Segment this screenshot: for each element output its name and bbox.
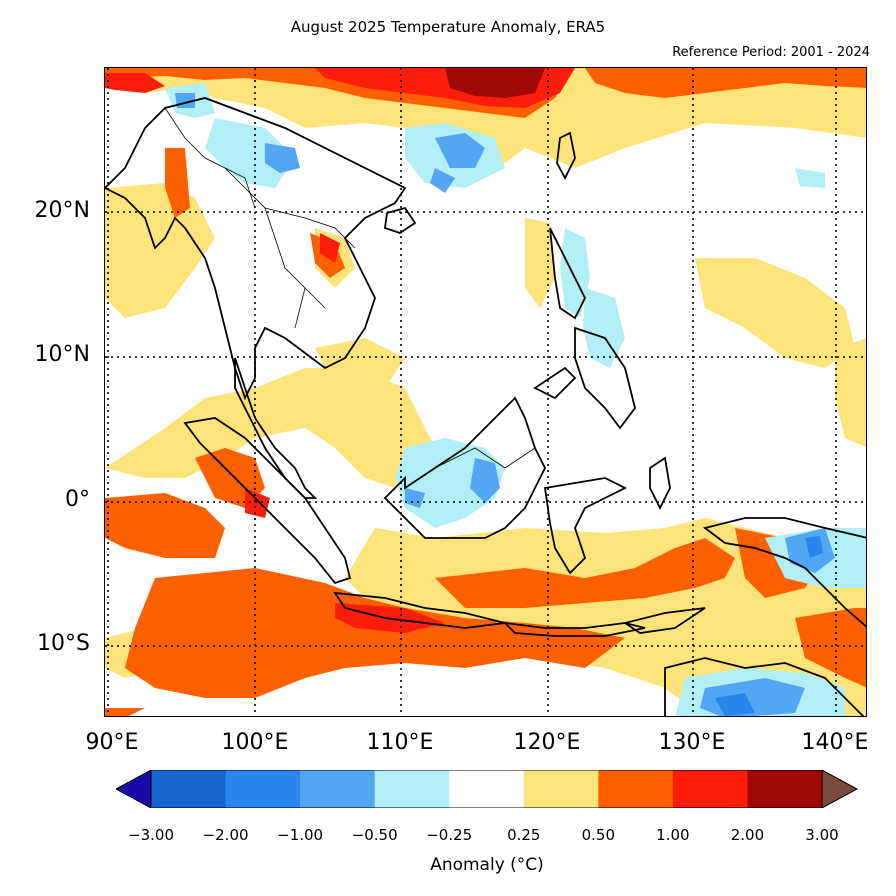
lat-label-10n: 10°N [34,342,90,367]
lat-label-10s: 10°S [37,631,90,656]
map-canvas [105,68,866,716]
colorbar-tick-label: 2.00 [730,826,765,844]
colorbar-cell [672,770,748,808]
colorbar-cell [225,770,301,808]
colorbar-cell [449,770,525,808]
colorbar-high-extend [821,770,859,808]
lat-label-20n: 20°N [34,198,90,223]
colorbar-cell [300,770,376,808]
colorbar-cell [151,770,227,808]
lon-label-120e: 120°E [513,730,581,755]
colorbar-tick-label: −0.25 [426,826,473,844]
deepblue-anomaly-fields [715,536,823,716]
colorbar-cell [598,770,674,808]
colorbar-tick-label: 3.00 [805,826,839,844]
colorbar-cell [747,770,823,808]
reference-period: Reference Period: 2001 - 2024 [672,45,870,60]
colorbar-tick-label: −3.00 [128,826,174,844]
map-title: August 2025 Temperature Anomaly, ERA5 [290,18,606,36]
orange-anomaly-fields [105,68,866,716]
country-borders [164,107,536,469]
colorbar-cells [151,770,823,808]
anomaly-map [104,67,867,717]
colorbar-tick-label: −0.50 [351,826,398,844]
colorbar-low-extend [116,770,152,808]
lat-label-0: 0° [65,487,90,512]
colorbar-tick-label: 0.50 [581,826,616,844]
lon-label-90e: 90°E [85,730,139,755]
colorbar-tick-label: 1.00 [656,826,690,844]
colorbar-cell [374,770,450,808]
darkred-anomaly-fields [445,68,545,98]
lon-label-100e: 100°E [221,730,289,755]
lon-label-110e: 110°E [366,730,434,755]
lon-label-130e: 130°E [658,730,726,755]
gridlines [105,68,866,716]
lon-label-140e: 140°E [801,730,869,755]
colorbar-cell [523,770,599,808]
colorbar-tick-label: −2.00 [202,826,249,844]
colorbar-label: Anomaly (°C) [430,855,544,875]
colorbar-tick-label: 0.25 [507,826,541,844]
colorbar-tick-label: −1.00 [277,826,324,844]
colorbar [116,770,859,808]
